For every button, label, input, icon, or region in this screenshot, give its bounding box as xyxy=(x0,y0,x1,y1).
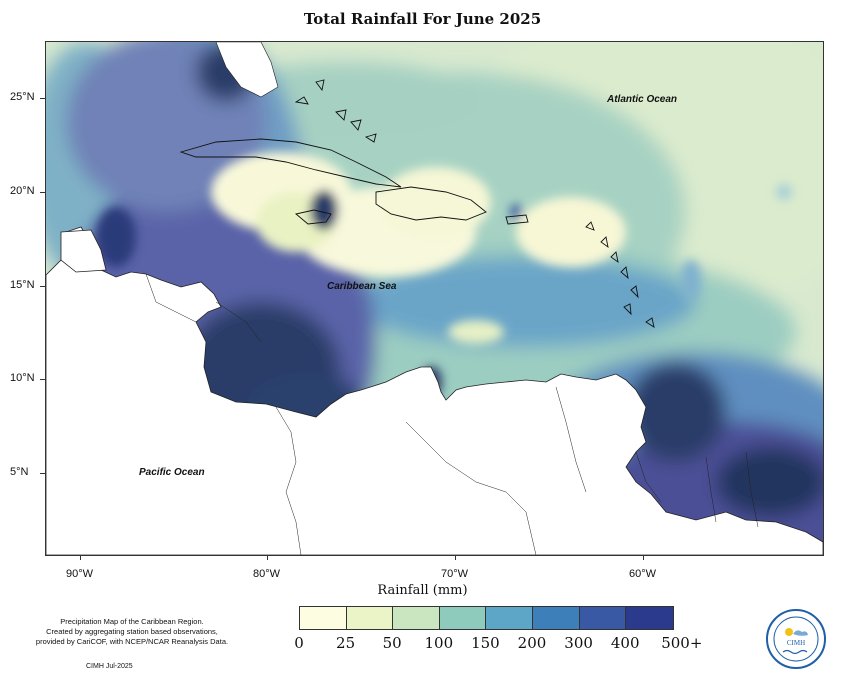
cloud-icon xyxy=(793,630,808,636)
legend-label: 150 xyxy=(471,634,500,652)
legend-label: 300 xyxy=(564,634,593,652)
cimh-logo-icon: CIMH xyxy=(766,609,826,669)
y-tick-mark xyxy=(40,473,45,474)
atlantic-ocean-label: Atlantic Ocean xyxy=(607,94,678,105)
hispaniola-outline xyxy=(375,186,487,221)
caption-line: Created by aggregating station based obs… xyxy=(46,627,218,636)
legend-label: 500+ xyxy=(661,634,703,652)
lesser-antilles-outline xyxy=(585,221,655,328)
legend-swatch xyxy=(346,607,394,629)
rainfall-map xyxy=(45,41,824,556)
x-tick-label: 90°W xyxy=(66,568,94,580)
x-tick-label: 60°W xyxy=(629,568,657,580)
x-tick-mark xyxy=(80,555,81,560)
legend-label: 100 xyxy=(424,634,454,652)
island-outlines xyxy=(179,79,655,328)
legend-label: 25 xyxy=(336,634,356,652)
y-tick-label: 20°N xyxy=(10,185,35,197)
y-tick-mark xyxy=(40,379,45,380)
map-title: Total Rainfall For June 2025 xyxy=(303,10,542,28)
legend-swatch xyxy=(486,607,533,629)
legend-swatch xyxy=(579,607,627,629)
cuba-outline xyxy=(179,138,402,188)
x-tick-mark xyxy=(643,555,644,560)
x-tick-label: 80°W xyxy=(253,568,281,580)
legend-swatch xyxy=(300,607,347,629)
caribbean-sea-label: Caribbean Sea xyxy=(327,281,397,292)
credit-text: CIMH Jul-2025 xyxy=(86,663,133,670)
x-tick-label: 70°W xyxy=(441,568,469,580)
y-tick-mark xyxy=(40,286,45,287)
legend-label: 50 xyxy=(382,634,402,652)
logo-text: CIMH xyxy=(787,639,805,647)
legend-label: 200 xyxy=(517,634,547,652)
rainfall-low-zones xyxy=(96,152,792,398)
legend-label: 0 xyxy=(294,634,304,652)
y-tick-mark xyxy=(40,192,45,193)
sun-icon xyxy=(785,628,793,636)
rainfall-map-svg xyxy=(46,42,823,555)
x-tick-mark xyxy=(267,555,268,560)
map-caption: Precipitation Map of the Caribbean Regio… xyxy=(12,617,252,647)
caption-line: Precipitation Map of the Caribbean Regio… xyxy=(60,617,204,626)
legend-swatch xyxy=(439,607,487,629)
y-tick-label: 5°N xyxy=(10,466,29,478)
florida-land xyxy=(215,42,279,98)
pacific-ocean-label: Pacific Ocean xyxy=(139,467,205,478)
country-borders xyxy=(145,273,759,555)
puerto-rico-outline xyxy=(505,214,529,225)
bahamas-outline xyxy=(294,79,377,143)
legend-swatch xyxy=(532,607,580,629)
jamaica-outline xyxy=(295,209,332,225)
x-tick-mark xyxy=(455,555,456,560)
legend-swatch xyxy=(393,607,440,629)
y-tick-label: 10°N xyxy=(10,372,35,384)
legend-colorbar xyxy=(299,606,674,630)
y-tick-mark xyxy=(40,98,45,99)
caption-line: provided by CariCOF, with NCEP/NCAR Rean… xyxy=(35,637,229,646)
yucatan-land xyxy=(60,229,107,273)
legend-swatch xyxy=(626,607,673,629)
x-axis-label: Rainfall (mm) xyxy=(377,583,468,598)
land-mass xyxy=(46,226,823,555)
y-tick-label: 15°N xyxy=(10,279,35,291)
legend-labels: 0 25 50 100 150 200 300 400 500+ xyxy=(0,634,845,654)
wave-icon xyxy=(782,649,808,655)
legend-label: 400 xyxy=(610,634,640,652)
y-tick-label: 25°N xyxy=(10,91,35,103)
